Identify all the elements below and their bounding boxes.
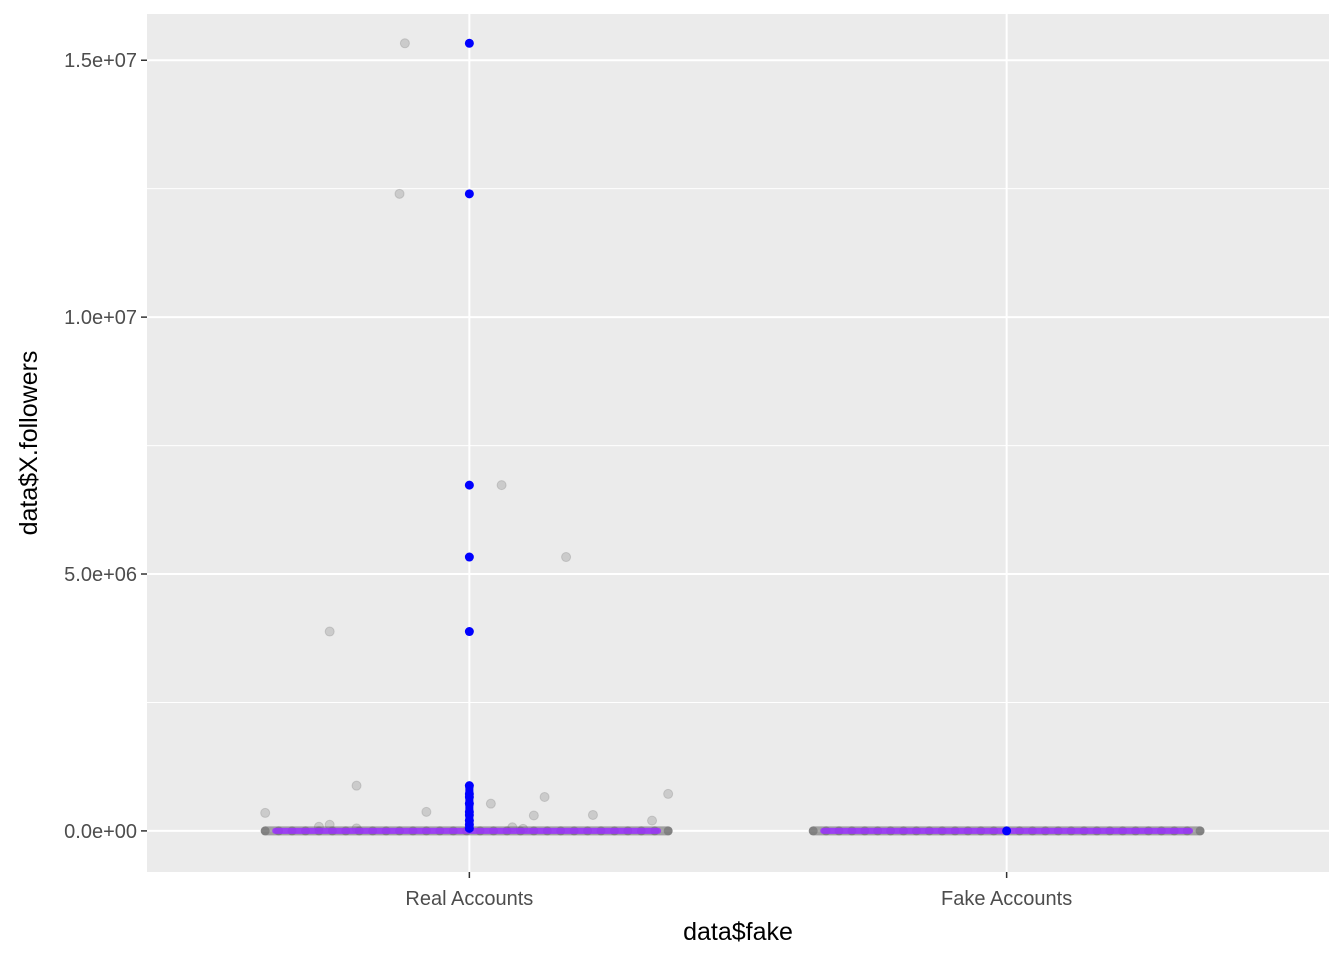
jitter-point	[399, 38, 410, 49]
raw-value-point	[464, 627, 474, 637]
jitter-point	[561, 552, 572, 563]
jitter-point	[663, 788, 674, 799]
jitter-point	[421, 806, 432, 817]
near-zero-point	[260, 826, 270, 836]
jitter-point	[351, 780, 362, 791]
y-tick-label: 1.5e+07	[64, 50, 137, 72]
jitter-point	[324, 626, 335, 637]
x-axis-title: data$fake	[683, 918, 793, 946]
x-tick-label: Fake Accounts	[941, 888, 1072, 910]
jitter-point	[260, 807, 271, 818]
jitter-point	[539, 791, 550, 802]
y-axis-title: data$X.followers	[15, 351, 43, 536]
y-tick-label: 1.0e+07	[64, 307, 137, 329]
jitter-point	[496, 480, 507, 491]
jitter-point	[647, 815, 658, 826]
raw-value-point	[464, 189, 474, 199]
x-tick-label: Real Accounts	[405, 888, 533, 910]
near-zero-point	[663, 826, 673, 836]
x-axis: Real Accounts Fake Accounts	[405, 872, 1072, 910]
panel-background	[147, 14, 1329, 872]
y-axis: 0.0e+00 5.0e+06 1.0e+07 1.5e+07	[64, 50, 147, 843]
jitter-point	[485, 798, 496, 809]
y-tick-label: 0.0e+00	[64, 821, 137, 843]
minor-grid	[147, 188, 1329, 703]
jitter-point	[528, 810, 539, 821]
raw-value-point	[464, 552, 474, 562]
near-zero-point	[808, 826, 818, 836]
raw-values-layer	[464, 38, 1012, 836]
near-zero-point	[1195, 826, 1205, 836]
jitter-point	[394, 188, 405, 199]
y-tick-label: 5.0e+06	[64, 564, 137, 586]
raw-value-point	[1002, 826, 1012, 836]
raw-value-point	[464, 38, 474, 48]
raw-value-point	[464, 480, 474, 490]
jitter-point	[587, 809, 598, 820]
